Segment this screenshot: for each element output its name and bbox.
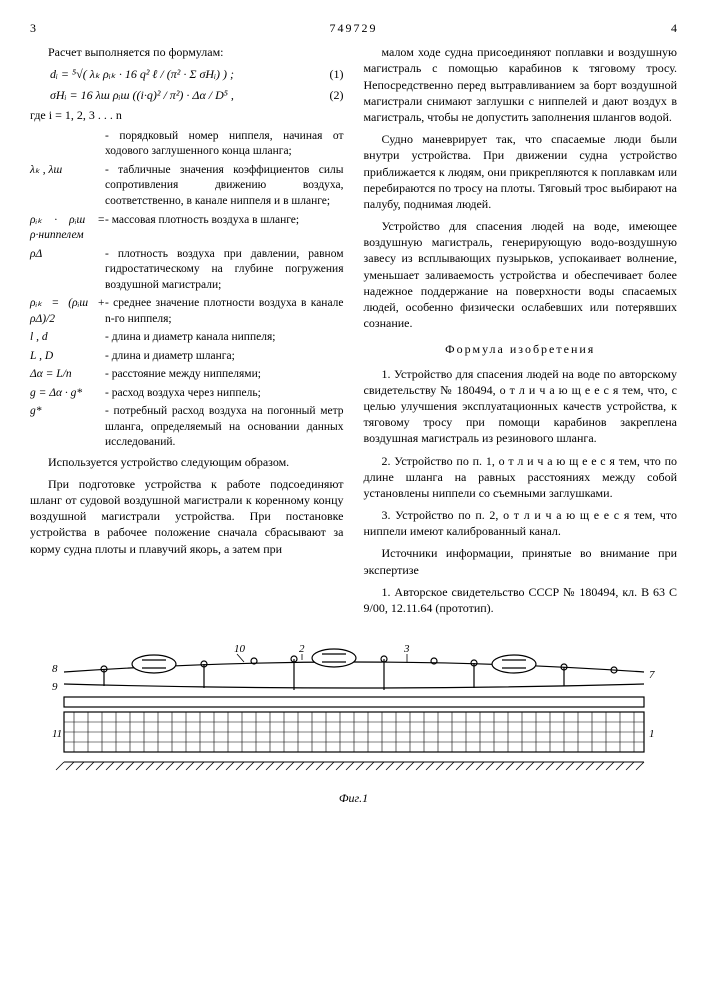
claims-title: Формула изобретения — [364, 341, 678, 357]
where-clause: где i = 1, 2, 3 . . . n — [30, 107, 344, 123]
def-txt: - расход воздуха через ниппель; — [105, 386, 344, 402]
def-txt: - плотность воздуха при давлении, равном… — [105, 247, 344, 294]
def-row: g*- потребный расход воздуха на погонный… — [30, 404, 344, 451]
fig-label-9: 9 — [52, 681, 58, 693]
def-txt: - расстояние между ниппелями; — [105, 367, 344, 383]
def-sym: ρᵢₖ = (ρᵢш + ρΔ)/2 — [30, 296, 105, 327]
def-row: L , D- длина и диаметр шланга; — [30, 349, 344, 365]
def-row: l , d- длина и диаметр канала ниппеля; — [30, 330, 344, 346]
def-txt: - потребный расход воздуха на погонный м… — [105, 404, 344, 451]
fig-label-1: 1 — [649, 728, 655, 740]
def-row: ρᵢₖ = (ρᵢш + ρΔ)/2- среднее значение пло… — [30, 296, 344, 327]
document-number: 749729 — [36, 20, 671, 36]
def-txt: - порядковый номер ниппеля, начиная от х… — [105, 129, 344, 160]
formula-2-expr: σHᵢ = 16 λш ρᵢш ((i·q)² / π²) · Δα / D⁵ … — [30, 87, 322, 103]
calc-intro: Расчет выполняется по формулам: — [30, 44, 344, 60]
preparation-text: При подготовке устройства к работе подсо… — [30, 476, 344, 557]
claim-3: 3. Устройство по п. 2, о т л и ч а ю щ е… — [364, 507, 678, 539]
fig-label-11: 11 — [52, 728, 62, 740]
def-row: ρΔ- плотность воздуха при давлении, равн… — [30, 247, 344, 294]
formula-1-num: (1) — [330, 66, 344, 82]
para-2: Судно маневрирует так, что спасаемые люд… — [364, 131, 678, 212]
fig-label-8: 8 — [52, 663, 58, 675]
def-txt: - длина и диаметр канала ниппеля; — [105, 330, 344, 346]
def-sym: λₖ , λш — [30, 163, 105, 179]
para-1: малом ходе судна присоединяют поплавки и… — [364, 44, 678, 125]
def-row: λₖ , λш- табличные значения коэффициенто… — [30, 163, 344, 210]
formula-1: dᵢ = ⁵√( λₖ ρᵢₖ · 16 q² ℓ / (π² · Σ σHᵢ)… — [30, 66, 344, 82]
def-sym: g = Δα · g* — [30, 386, 105, 402]
page-num-right: 4 — [671, 20, 677, 36]
figure-caption: Фиг.1 — [30, 790, 677, 806]
page-header: 3 749729 4 — [30, 20, 677, 36]
def-txt: - длина и диаметр шланга; — [105, 349, 344, 365]
fig-label-10: 10 — [234, 643, 246, 655]
claim-1: 1. Устройство для спасения людей на воде… — [364, 366, 678, 447]
usage-intro: Используется устройство следующим образо… — [30, 454, 344, 470]
def-txt: - массовая плотность воздуха в шланге; — [105, 213, 344, 229]
def-sym: l , d — [30, 330, 105, 346]
def-txt: - табличные значения коэффициентов силы … — [105, 163, 344, 210]
def-row: - порядковый номер ниппеля, начиная от х… — [30, 129, 344, 160]
def-sym: ρΔ — [30, 247, 105, 263]
def-sym: Δα = L/n — [30, 367, 105, 383]
fig-label-2: 2 — [299, 643, 305, 655]
definitions-table: - порядковый номер ниппеля, начиная от х… — [30, 129, 344, 451]
source-1: 1. Авторское свидетельство СССР № 180494… — [364, 584, 678, 616]
def-sym: g* — [30, 404, 105, 420]
formula-2: σHᵢ = 16 λш ρᵢш ((i·q)² / π²) · Δα / D⁵ … — [30, 87, 344, 103]
claim-2: 2. Устройство по п. 1, о т л и ч а ю щ е… — [364, 453, 678, 502]
def-txt: - среднее значение плотности воздуха в к… — [105, 296, 344, 327]
def-sym: L , D — [30, 349, 105, 365]
fig-label-3: 3 — [403, 643, 410, 655]
figure-1: 8 9 11 10 2 3 7 1 Фиг.1 — [30, 642, 677, 806]
text-columns: Расчет выполняется по формулам: dᵢ = ⁵√(… — [30, 44, 677, 622]
left-column: Расчет выполняется по формулам: dᵢ = ⁵√(… — [30, 44, 344, 622]
formula-1-expr: dᵢ = ⁵√( λₖ ρᵢₖ · 16 q² ℓ / (π² · Σ σHᵢ)… — [30, 66, 322, 82]
def-sym: ρᵢₖ · ρᵢш = ρ·ниппелем — [30, 213, 105, 244]
def-row: Δα = L/n- расстояние между ниппелями; — [30, 367, 344, 383]
fig-label-7: 7 — [649, 669, 655, 681]
para-3: Устройство для спасения людей на воде, и… — [364, 218, 678, 331]
sources-title: Источники информации, принятые во вниман… — [364, 545, 678, 577]
formula-2-num: (2) — [330, 87, 344, 103]
def-row: g = Δα · g*- расход воздуха через ниппел… — [30, 386, 344, 402]
def-row: ρᵢₖ · ρᵢш = ρ·ниппелем- массовая плотнос… — [30, 213, 344, 244]
right-column: малом ходе судна присоединяют поплавки и… — [364, 44, 678, 622]
figure-1-svg: 8 9 11 10 2 3 7 1 — [34, 642, 674, 782]
